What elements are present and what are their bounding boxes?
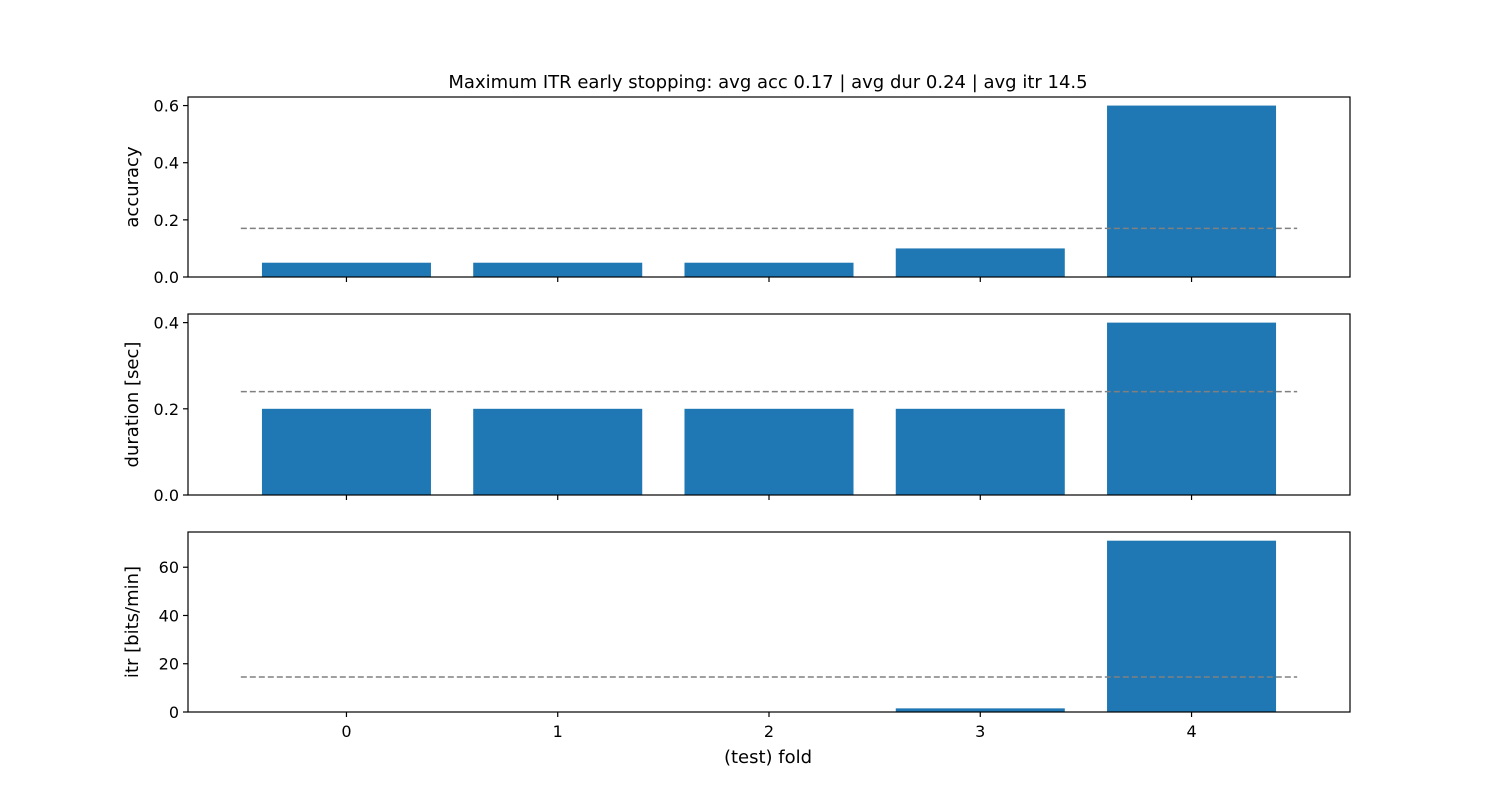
subplot-2: 0 20 40 60 0 1 2 3 4 itr [bits/min] (122, 531, 1351, 741)
y-tick-label: 0.2 (154, 400, 179, 419)
y-tick-label: 0.0 (154, 268, 179, 287)
x-tick-label: 0 (341, 722, 351, 741)
x-tick-label: 2 (764, 722, 774, 741)
x-axis-label: (test) fold (724, 747, 812, 768)
chart-title: Maximum ITR early stopping: avg acc 0.17… (448, 72, 1087, 93)
y-tick-label: 60 (159, 558, 179, 577)
x-tick-label: 3 (975, 722, 985, 741)
y-tick-label: 0.0 (154, 486, 179, 505)
bar (261, 408, 431, 495)
x-tick-label: 4 (1186, 722, 1196, 741)
bar (895, 408, 1065, 495)
bar (895, 708, 1065, 712)
y-tick-label: 0.2 (154, 211, 179, 230)
y-axis-label: accuracy (122, 146, 143, 228)
bar (261, 262, 431, 277)
x-tick-label: 1 (553, 722, 563, 741)
bar (1107, 322, 1277, 495)
subplot-0: 0.0 0.2 0.4 0.6 accuracy (122, 96, 1351, 287)
y-tick-label: 0 (169, 703, 179, 722)
y-tick-label: 0.6 (154, 97, 179, 116)
bar (473, 262, 643, 277)
subplot-1: 0.0 0.2 0.4 duration [sec] (122, 313, 1351, 505)
bar (895, 248, 1065, 277)
y-tick-label: 20 (159, 655, 179, 674)
y-axis-label: duration [sec] (122, 342, 143, 468)
y-axis-label: itr [bits/min] (122, 566, 143, 678)
y-tick-label: 40 (159, 606, 179, 625)
bar (684, 408, 854, 495)
y-tick-label: 0.4 (154, 154, 179, 173)
subplots: 0.0 0.2 0.4 0.6 accuracy 0.0 0.2 0.4 duration [s… (122, 96, 1351, 741)
bar (684, 262, 854, 277)
bar (1107, 105, 1277, 277)
y-tick-label: 0.4 (154, 314, 179, 333)
bar (1107, 540, 1277, 712)
bar (473, 408, 643, 495)
